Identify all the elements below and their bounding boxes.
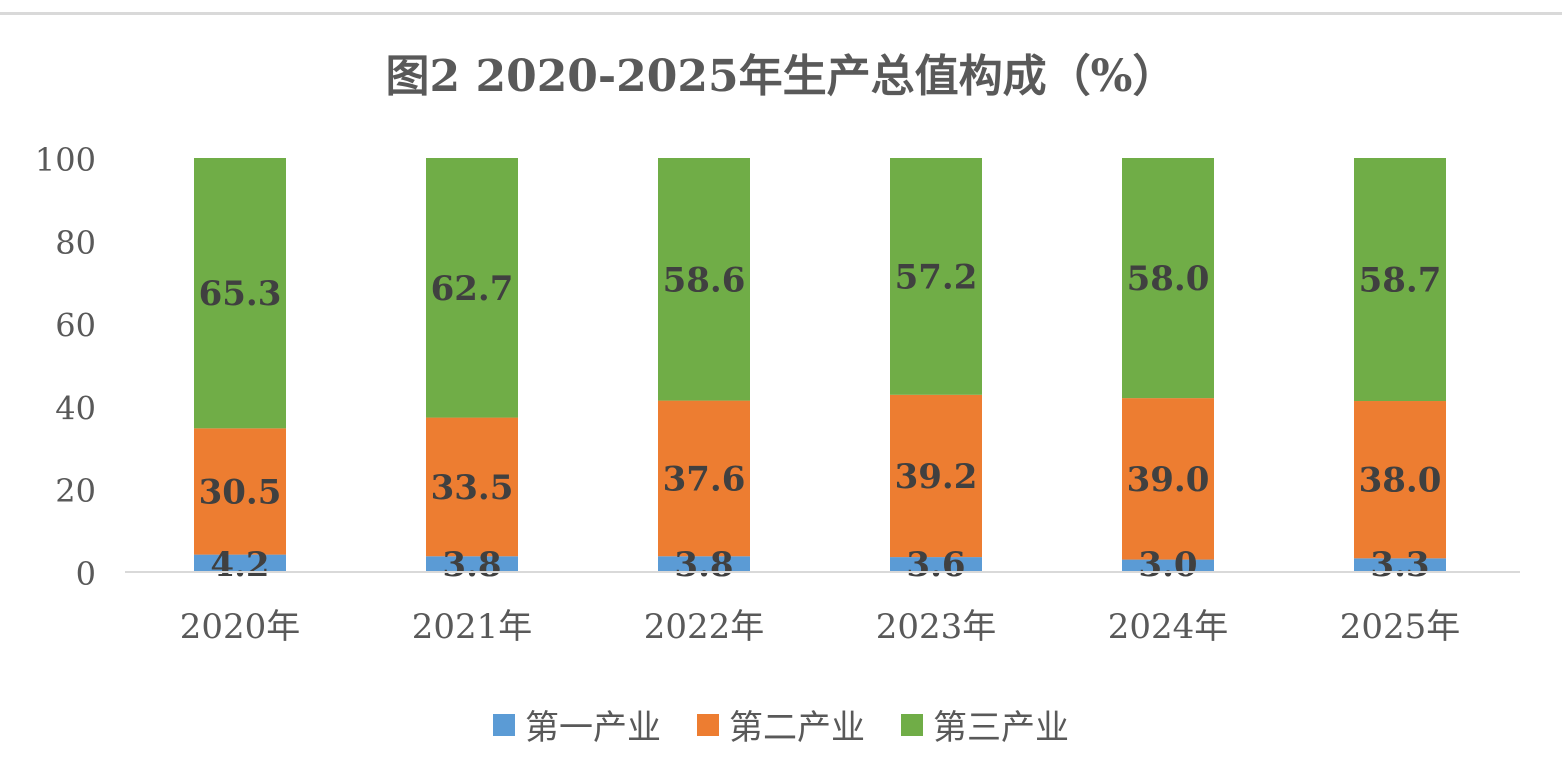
y-tick-label: 0: [76, 555, 96, 593]
data-label: 3.8: [442, 545, 501, 585]
data-label: 4.2: [210, 545, 269, 585]
data-label: 58.6: [663, 260, 746, 300]
data-label: 57.2: [895, 257, 978, 297]
data-label: 65.3: [199, 274, 282, 314]
data-label: 3.3: [1370, 545, 1429, 585]
bar-1: [658, 556, 750, 572]
legend-label: 第二产业: [729, 708, 865, 748]
bar-2: [658, 400, 750, 557]
data-label: 39.2: [895, 457, 978, 497]
bar-3: [1122, 158, 1214, 399]
x-tick-label: 2022年: [644, 607, 765, 647]
bar-2: [1354, 401, 1446, 559]
y-tick-label: 80: [55, 224, 96, 262]
data-label: 3.0: [1138, 545, 1197, 585]
data-label: 3.6: [906, 545, 965, 585]
chart-title: 图2 2020-2025年生产总值构成（%）: [385, 51, 1177, 102]
legend-swatch: [901, 713, 923, 736]
data-label: 30.5: [199, 472, 282, 512]
bar-1: [890, 557, 982, 572]
bar-2: [194, 428, 286, 555]
data-label: 58.7: [1359, 261, 1442, 301]
legend-swatch: [493, 713, 515, 736]
legend-item: 第三产业: [901, 700, 1069, 749]
chart-legend: 第一产业 第二产业 第三产业: [0, 700, 1562, 749]
data-label: 3.8: [674, 545, 733, 585]
data-label: 58.0: [1127, 259, 1210, 299]
x-tick-label: 2023年: [876, 607, 997, 647]
bar-3: [890, 158, 982, 395]
x-tick-label: 2020年: [180, 607, 301, 647]
y-tick-label: 100: [35, 141, 96, 179]
bar-3: [194, 158, 286, 429]
bar-2: [1122, 398, 1214, 560]
x-tick-label: 2025年: [1340, 607, 1461, 647]
bar-1: [1354, 558, 1446, 572]
legend-item: 第二产业: [697, 700, 865, 749]
legend-swatch: [697, 713, 719, 736]
chart-frame: [0, 12, 1562, 769]
bar-3: [658, 158, 750, 401]
y-tick-label: 20: [55, 472, 96, 510]
data-label: 39.0: [1127, 460, 1210, 500]
bar-1: [194, 554, 286, 572]
bar-2: [890, 394, 982, 558]
bar-3: [426, 158, 518, 418]
bar-3: [1354, 158, 1446, 402]
data-label: 37.6: [663, 459, 746, 499]
data-label: 62.7: [431, 269, 514, 309]
y-tick-label: 40: [55, 389, 96, 427]
y-tick-label: 60: [55, 307, 96, 345]
bar-1: [1122, 559, 1214, 572]
data-label: 38.0: [1359, 461, 1442, 501]
data-label: 33.5: [431, 468, 514, 508]
bar-2: [426, 417, 518, 557]
x-tick-label: 2021年: [412, 607, 533, 647]
legend-item: 第一产业: [493, 700, 661, 749]
legend-label: 第一产业: [525, 708, 661, 748]
x-tick-label: 2024年: [1108, 607, 1229, 647]
bar-1: [426, 556, 518, 572]
legend-label: 第三产业: [933, 708, 1069, 748]
